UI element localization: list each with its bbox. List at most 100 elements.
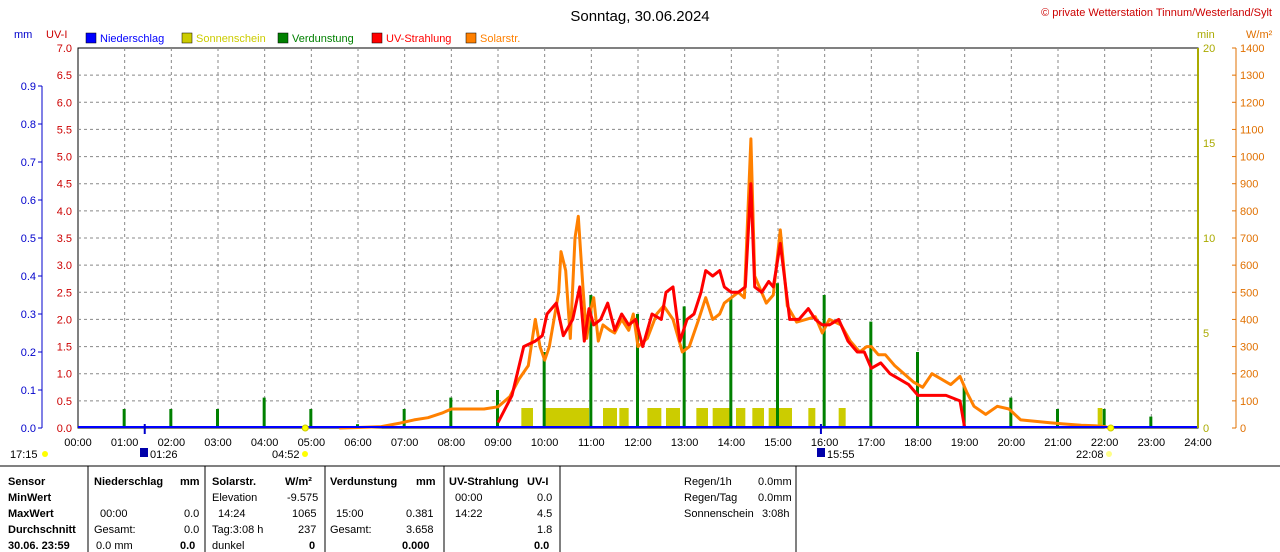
wm2-tick-label: 100: [1240, 396, 1258, 408]
moon-icon: [140, 448, 148, 457]
wm2-tick-label: 500: [1240, 287, 1258, 299]
uvi-tick-label: 0.5: [57, 396, 72, 408]
uvi-tick-label: 4.5: [57, 179, 72, 191]
evaporation-bar: [1102, 409, 1106, 428]
min-tick-label: 15: [1203, 138, 1215, 150]
x-tick-label: 07:00: [391, 437, 419, 449]
legend-swatch: [181, 32, 193, 44]
x-tick-label: 24:00: [1184, 437, 1212, 449]
x-tick-label: 05:00: [298, 437, 326, 449]
series-lines: [78, 137, 1198, 430]
table-rain1h-label: Regen/1h: [684, 476, 732, 488]
table-solar-max: 1065: [292, 508, 317, 520]
evaporation-bar: [729, 298, 733, 428]
evaporation-bar: [122, 409, 126, 428]
table-sunshine-value: 3:08h: [762, 508, 790, 520]
table-uv-last: 0.0: [534, 540, 550, 552]
mm-tick-label: 0.4: [21, 271, 36, 283]
x-tick-label: 04:00: [251, 437, 279, 449]
legend-label: UV-Strahlung: [386, 33, 451, 45]
legend-label: Solarstr.: [480, 33, 520, 45]
x-tick-label: 17:00: [858, 437, 886, 449]
table-verd-maxtime: 15:00: [336, 508, 364, 520]
table-uv-avg: 1.8: [537, 524, 553, 536]
min-tick-label: 20: [1203, 43, 1215, 55]
mm-tick-label: 0.6: [21, 195, 36, 207]
wm2-tick-label: 600: [1240, 260, 1258, 272]
sun-icon: [42, 451, 48, 457]
wm2-tick-label: 400: [1240, 314, 1258, 326]
sunshine-bar: [619, 408, 629, 428]
sunrise-label: 04:52: [272, 449, 300, 461]
table-nieder-last: 0.0: [180, 540, 196, 552]
table-date-label: 30.06. 23:59: [8, 540, 70, 552]
wm2-tick-label: 700: [1240, 233, 1258, 245]
x-tick-label: 22:00: [1091, 437, 1119, 449]
x-tick-label: 06:00: [344, 437, 372, 449]
x-tick-label: 13:00: [671, 437, 699, 449]
table-verd-header: Verdunstung: [330, 476, 398, 488]
sun-marker: [1107, 424, 1115, 432]
legend-swatch: [371, 32, 383, 44]
table-rainday-label: Regen/Tag: [684, 492, 738, 504]
table-rain1h-value: 0.0mm: [758, 476, 792, 488]
table-nieder-avg: 0.0: [184, 524, 200, 536]
sunshine-bar: [666, 408, 680, 428]
wm2-tick-label: 1200: [1240, 97, 1264, 109]
legend-swatch: [85, 32, 97, 44]
uvi-tick-label: 5.5: [57, 124, 72, 136]
table-solar-elev: -9.575: [287, 492, 319, 504]
table-solar-maxtime: 14:24: [218, 508, 246, 520]
wm2-tick-label: 1400: [1240, 43, 1264, 55]
solar-line: [339, 137, 1110, 430]
uvi-tick-label: 3.5: [57, 233, 72, 245]
evaporation-bar: [916, 352, 919, 428]
mm-tick-label: 0.2: [21, 347, 36, 359]
legend-swatch: [465, 32, 477, 44]
sunshine-bar: [543, 408, 589, 428]
min-tick-label: 0: [1203, 423, 1209, 435]
x-tick-label: 00:00: [64, 437, 92, 449]
evaporation-bar: [542, 352, 546, 428]
table-uv-min: 0.0: [537, 492, 553, 504]
evaporation-bar: [449, 397, 453, 428]
evaporation-bar: [402, 409, 406, 428]
sun-icon: [302, 451, 308, 457]
sunshine-bar: [838, 408, 846, 428]
moonset-label: 15:55: [827, 449, 855, 461]
x-tick-label: 16:00: [811, 437, 839, 449]
table-solar-header: Solarstr.: [212, 476, 257, 488]
table-nieder-header: Niederschlag: [94, 476, 164, 488]
table-max-label: MaxWert: [8, 508, 54, 520]
table-verd-unit: mm: [416, 476, 436, 488]
x-tick-label: 11:00: [578, 437, 605, 449]
table-min-label: MinWert: [8, 492, 52, 504]
x-tick-label: 03:00: [204, 437, 232, 449]
table-uv-unit: UV-I: [527, 476, 549, 488]
evaporation-bar: [169, 409, 173, 428]
evaporation-bar: [962, 386, 966, 428]
min-tick-label: 5: [1203, 328, 1209, 340]
x-tick-label: 09:00: [484, 437, 512, 449]
wm2-tick-label: 1300: [1240, 70, 1264, 82]
table-verd-max: 0.381: [406, 508, 434, 520]
table-nieder-unit: mm: [180, 476, 200, 488]
sun-icon: [1106, 451, 1112, 457]
chart-title: Sonntag, 30.06.2024: [570, 8, 709, 25]
uv-line: [496, 182, 967, 429]
table-rainday-value: 0.0mm: [758, 492, 792, 504]
sunshine-bars: [521, 408, 1103, 428]
evaporation-bar: [636, 314, 639, 428]
uvi-tick-label: 4.0: [57, 206, 72, 218]
x-tick-label: 14:00: [718, 437, 746, 449]
evaporation-bars: [122, 283, 1153, 428]
x-tick-label: 20:00: [998, 437, 1026, 449]
uvi-tick-label: 3.0: [57, 260, 72, 272]
evaporation-bar: [309, 409, 313, 428]
legend-label: Niederschlag: [100, 33, 164, 45]
evaporation-bar: [1009, 397, 1013, 428]
evaporation-bar: [262, 397, 266, 428]
copyright-text: © private Wetterstation Tinnum/Westerlan…: [1041, 7, 1272, 19]
sunshine-bar: [1097, 408, 1103, 428]
